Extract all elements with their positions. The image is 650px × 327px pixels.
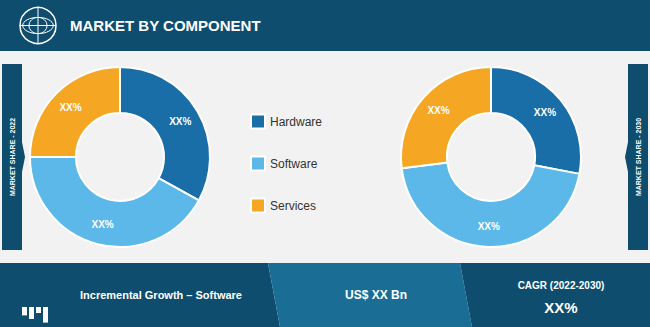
- svg-text:Services: Services: [270, 199, 316, 213]
- svg-text:MARKET SHARE - 2022: MARKET SHARE - 2022: [9, 118, 16, 196]
- svg-text:XX%: XX%: [59, 102, 81, 113]
- svg-text:MARKET BY COMPONENT: MARKET BY COMPONENT: [70, 17, 261, 34]
- svg-text:Incremental Growth – Software: Incremental Growth – Software: [80, 289, 242, 301]
- svg-text:US$ XX Bn: US$ XX Bn: [345, 288, 407, 302]
- svg-text:Hardware: Hardware: [270, 115, 322, 129]
- svg-text:XX%: XX%: [544, 299, 577, 316]
- svg-text:XX%: XX%: [534, 107, 556, 118]
- svg-text:CAGR (2022-2030): CAGR (2022-2030): [518, 280, 605, 291]
- svg-text:XX%: XX%: [91, 219, 113, 230]
- svg-text:XX%: XX%: [427, 105, 449, 116]
- svg-text:XX%: XX%: [478, 221, 500, 232]
- svg-text:XX%: XX%: [169, 116, 191, 127]
- svg-text:MARKET SHARE - 2030: MARKET SHARE - 2030: [635, 118, 642, 196]
- svg-text:Software: Software: [270, 157, 318, 171]
